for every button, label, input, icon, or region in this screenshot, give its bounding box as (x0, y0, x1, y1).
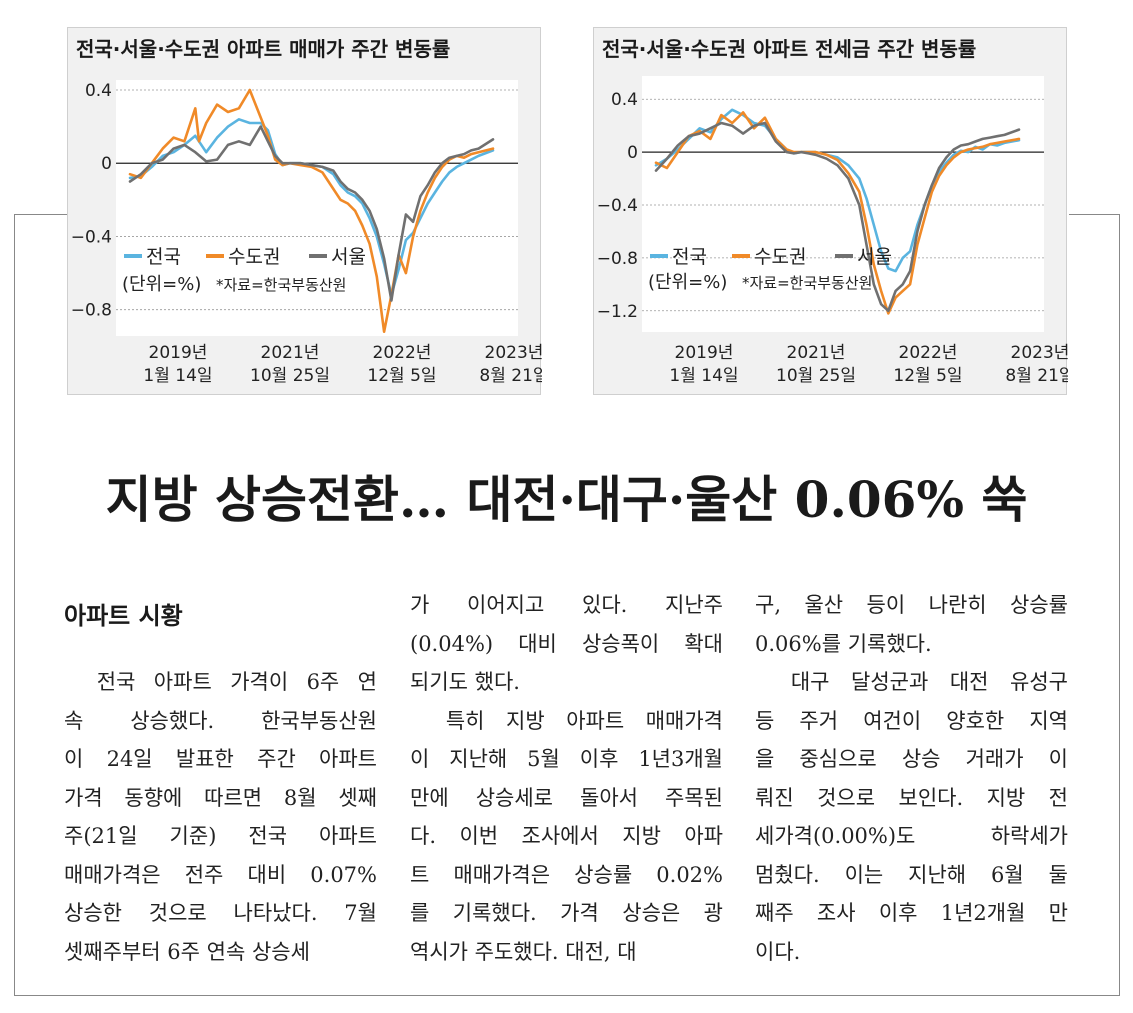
article-line: 가격 동향에 따르면 8월 셋째 (64, 785, 377, 810)
article-line: 주(21일 기준) 전국 아파트 (64, 824, 377, 848)
y-tick-label: 0 (627, 143, 638, 163)
article-line: (0.04%) 대비 상승폭이 확대 (410, 631, 723, 656)
x-tick-label-date: 1월 14일 (669, 366, 738, 386)
article-line: 상승한 것으로 나타났다. 7월 (64, 901, 377, 925)
article-line: 등 주거 여건이 양호한 지역 (755, 708, 1068, 733)
legend-label: 수도권 (228, 246, 280, 268)
legend-label: 서울 (857, 246, 892, 268)
unit-note: (단위=%) (648, 272, 727, 293)
article-line: 역시가 주도했다. 대전, 대 (410, 939, 637, 964)
series-line-3 (128, 125, 495, 302)
x-tick-label-year: 2023년 (485, 343, 542, 363)
article-line: 뤄진 것으로 보인다. 지방 전 (755, 785, 1068, 810)
y-tick-label: 0.4 (85, 81, 112, 101)
sale-price-chart-svg: 0.4 0 −0.4 −0.8 2019년 1월 14일 2021년 10월 25일 2022년… (71, 80, 542, 386)
plot-area (642, 76, 1044, 332)
article-line: 이 지난해 5월 이후 1년3개월 (410, 747, 723, 771)
chart-title: 전국·서울·수도권 아파트 전세금 주간 변동률 (602, 37, 977, 61)
x-tick-label-year: 2022년 (899, 343, 958, 363)
article-column-3: 구, 울산 등이 나란히 상승률 0.06%를 기록했다. 대구 달성군과 대전 … (755, 586, 1068, 971)
article-line: 다. 이번 조사에서 지방 아파 (410, 824, 723, 848)
headline: 지방 상승전환… 대전·대구·울산 0.06% 쑥 (105, 470, 1028, 529)
x-tick-label-year: 2022년 (373, 343, 432, 363)
article-line: 되기도 했다. (410, 670, 520, 694)
series-line-1 (128, 118, 495, 297)
article-line: 셋째주부터 6주 연속 상승세 (64, 939, 310, 964)
y-tick-label: 0 (101, 154, 112, 174)
series-line-3 (654, 121, 1021, 313)
article-line: 멈췄다. 이는 지난해 6월 둘 (755, 862, 1068, 887)
article-line: 특히 지방 아파트 매매가격 (410, 708, 723, 733)
x-tick-label-year: 2021년 (787, 343, 846, 363)
jeonse-chart-svg: 0.4 0 −0.4 −0.8 −1.2 2019년 1월 14일 2021년 10월 25일 2… (597, 76, 1068, 386)
article-frame (14, 214, 1120, 996)
y-tick-label: −0.4 (597, 196, 638, 216)
frame-border-right (1069, 214, 1120, 215)
article-line: 대구 달성군과 대전 유성구 (755, 670, 1068, 694)
section-title: 아파트 시황 (64, 602, 183, 630)
unit-note: (단위=%) (122, 274, 201, 295)
article-line: 세가격(0.00%)도 하락세가 (755, 824, 1068, 848)
article-line: 이다. (755, 939, 801, 964)
article-line: 을 중심으로 상승 거래가 이 (755, 747, 1068, 771)
plot-area (116, 80, 518, 336)
article-line: 가 이어지고 있다. 지난주 (410, 593, 723, 617)
source-note: *자료=한국부동산원 (742, 274, 872, 292)
x-tick-label-date: 10월 25일 (250, 366, 330, 386)
article-line: 째주 조사 이후 1년2개월 만 (755, 901, 1068, 925)
x-tick-label-date: 8월 21일 (479, 366, 542, 386)
y-tick-label: −0.8 (597, 249, 638, 269)
article-line: 0.06%를 기록했다. (755, 631, 932, 656)
article-column-2: 가 이어지고 있다. 지난주 (0.04%) 대비 상승폭이 확대 되기도 했다. … (410, 586, 723, 971)
article-line: 만에 상승세로 돌아서 주목된 (410, 785, 723, 810)
source-note: *자료=한국부동산원 (216, 276, 346, 294)
x-tick-label-year: 2019년 (675, 343, 734, 363)
jeonse-chart: 전국·서울·수도권 아파트 전세금 주간 변동률 0.4 0 −0.4 −0.8 −1.… (593, 27, 1068, 395)
y-tick-label: 0.4 (611, 90, 638, 110)
x-tick-label-date: 12월 5일 (367, 366, 436, 386)
x-tick-label-date: 8월 21일 (1005, 366, 1068, 386)
legend-label: 서울 (331, 246, 366, 268)
sale-price-chart: 전국·서울·수도권 아파트 매매가 주간 변동률 0.4 0 −0.4 −0.8 201… (67, 27, 542, 395)
x-tick-label-date: 1월 14일 (143, 366, 212, 386)
chart-title: 전국·서울·수도권 아파트 매매가 주간 변동률 (76, 37, 451, 61)
x-tick-label-date: 12월 5일 (893, 366, 962, 386)
article-line: 매매가격은 전주 대비 0.07% (64, 862, 377, 887)
series-line-2 (654, 111, 1021, 315)
article-line: 전국 아파트 가격이 6주 연 (64, 670, 377, 694)
article-line: 를 기록했다. 가격 상승은 광 (410, 901, 723, 925)
article-line: 이 24일 발표한 주간 아파트 (64, 747, 377, 771)
x-tick-label-year: 2021년 (261, 343, 320, 363)
article-line: 구, 울산 등이 나란히 상승률 (755, 593, 1068, 617)
y-tick-label: −1.2 (597, 302, 638, 322)
x-tick-label-year: 2019년 (149, 343, 208, 363)
article-line: 속 상승했다. 한국부동산원 (64, 708, 377, 733)
y-tick-label: −0.4 (71, 227, 112, 247)
article-line: 트 매매가격은 상승률 0.02% (410, 862, 723, 887)
legend-label: 수도권 (754, 246, 806, 268)
legend-label: 전국 (672, 246, 707, 268)
legend-label: 전국 (146, 246, 181, 268)
frame-border-left (14, 214, 67, 215)
series-line-2 (128, 88, 495, 334)
y-tick-label: −0.8 (71, 301, 112, 321)
x-tick-label-date: 10월 25일 (776, 366, 856, 386)
x-tick-label-year: 2023년 (1011, 343, 1068, 363)
